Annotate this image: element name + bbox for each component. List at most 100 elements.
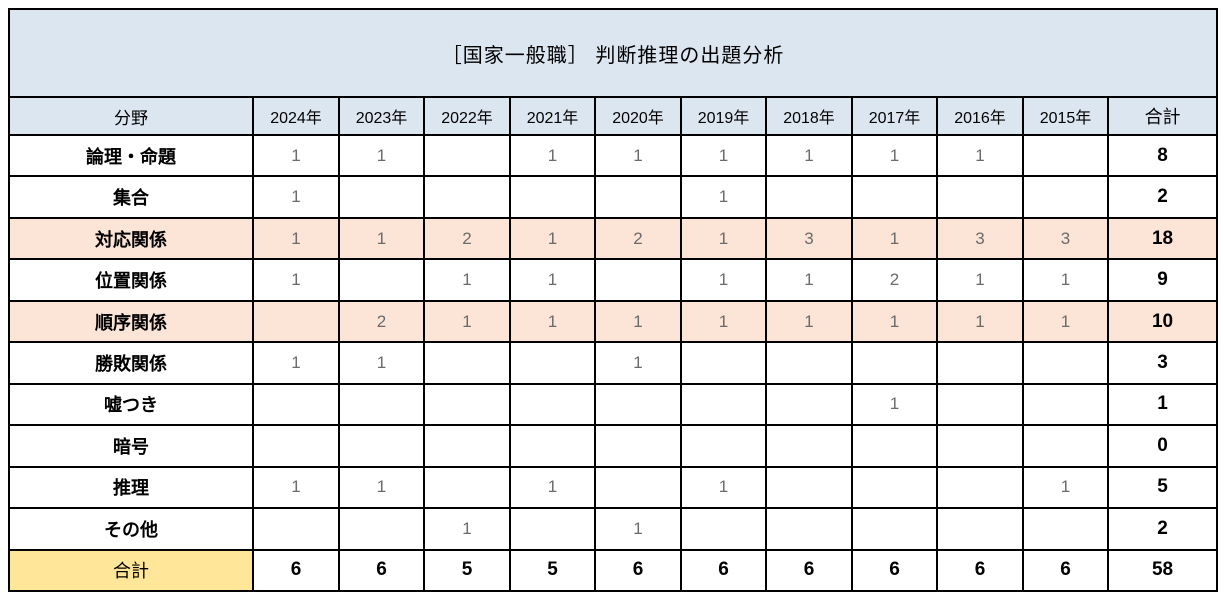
column-header-year: 2020年 — [594, 96, 682, 136]
value-cell: 2 — [594, 216, 682, 261]
value-cell: 1 — [423, 507, 511, 551]
value-cell: 1 — [423, 258, 511, 302]
value-cell — [594, 175, 682, 219]
value-cell: 1 — [252, 133, 340, 178]
value-cell — [851, 465, 938, 510]
title-row: ［国家一般職］ 判断推理の出題分析 — [7, 8, 1219, 98]
value-cell — [594, 424, 682, 468]
value-cell: 1 — [509, 299, 596, 344]
value-cell — [851, 175, 938, 219]
column-header-year: 2022年 — [423, 96, 511, 136]
value-cell: 2 — [338, 299, 425, 344]
table-row: 集合 1 1 2 — [8, 175, 1219, 219]
value-cell: 1 — [252, 341, 340, 385]
value-cell: 1 — [680, 465, 767, 510]
row-label: 勝敗関係 — [8, 341, 254, 385]
value-cell: 1 — [509, 216, 596, 261]
value-cell: 1 — [851, 133, 938, 178]
value-cell — [936, 382, 1024, 427]
value-cell — [680, 424, 767, 468]
row-label: その他 — [8, 507, 254, 551]
value-cell: 1 — [252, 175, 340, 219]
value-cell: 6 — [936, 548, 1024, 593]
row-label: 集合 — [8, 175, 254, 219]
value-cell — [680, 507, 767, 551]
value-cell — [252, 382, 340, 427]
row-total-cell: 5 — [1106, 465, 1219, 510]
row-label: 暗号 — [8, 424, 254, 468]
value-cell — [765, 465, 853, 510]
value-cell — [851, 507, 938, 551]
value-cell — [1022, 382, 1109, 427]
table-row: 位置関係 1 1 1 1 1 2 1 1 9 — [8, 258, 1219, 302]
value-cell: 3 — [765, 216, 853, 261]
column-header-year: 2024年 — [252, 96, 340, 136]
value-cell: 1 — [423, 299, 511, 344]
value-cell: 5 — [423, 548, 511, 593]
column-header-year: 2016年 — [936, 96, 1024, 136]
value-cell: 1 — [252, 258, 340, 302]
value-cell — [509, 175, 596, 219]
value-cell — [252, 299, 340, 344]
row-label: 論理・命題 — [8, 133, 254, 178]
value-cell — [252, 424, 340, 468]
value-cell — [936, 507, 1024, 551]
row-label: 対応関係 — [8, 216, 254, 261]
value-cell — [765, 382, 853, 427]
value-cell: 1 — [509, 258, 596, 302]
value-cell — [765, 507, 853, 551]
value-cell: 5 — [509, 548, 596, 593]
value-cell — [936, 465, 1024, 510]
row-label: 位置関係 — [8, 258, 254, 302]
value-cell: 1 — [1022, 299, 1109, 344]
column-header-year: 2019年 — [680, 96, 767, 136]
value-cell — [252, 507, 340, 551]
value-cell: 1 — [338, 465, 425, 510]
row-total-cell: 1 — [1106, 382, 1219, 427]
table-title: ［国家一般職］ 判断推理の出題分析 — [7, 8, 1219, 98]
column-header-year: 2021年 — [509, 96, 596, 136]
value-cell: 1 — [680, 133, 767, 178]
value-cell: 2 — [423, 216, 511, 261]
value-cell: 1 — [594, 507, 682, 551]
row-total-cell: 8 — [1106, 133, 1219, 178]
value-cell — [936, 341, 1024, 385]
value-cell: 6 — [338, 548, 425, 593]
value-cell — [1022, 133, 1109, 178]
value-cell: 1 — [338, 216, 425, 261]
value-cell: 1 — [338, 133, 425, 178]
row-total-cell: 10 — [1106, 299, 1219, 344]
value-cell: 1 — [765, 299, 853, 344]
value-cell — [423, 175, 511, 219]
value-cell — [1022, 424, 1109, 468]
table-row: 順序関係 2 1 1 1 1 1 1 1 1 10 — [8, 299, 1219, 344]
value-cell: 1 — [252, 465, 340, 510]
table-row: 勝敗関係 1 1 1 3 — [8, 341, 1219, 385]
row-total-cell: 0 — [1106, 424, 1219, 468]
total-row-label: 合計 — [8, 548, 254, 593]
value-cell — [936, 175, 1024, 219]
analysis-table-container: ［国家一般職］ 判断推理の出題分析 分野 2024年 2023年 2022年 2021年… — [7, 8, 1219, 593]
value-cell — [509, 424, 596, 468]
value-cell: 1 — [936, 258, 1024, 302]
value-cell — [509, 341, 596, 385]
value-cell: 1 — [338, 341, 425, 385]
value-cell — [423, 133, 511, 178]
value-cell: 1 — [851, 299, 938, 344]
value-cell: 1 — [509, 465, 596, 510]
value-cell — [680, 341, 767, 385]
value-cell: 1 — [1022, 258, 1109, 302]
value-cell — [1022, 175, 1109, 219]
value-cell — [594, 465, 682, 510]
row-label: 順序関係 — [8, 299, 254, 344]
value-cell: 1 — [594, 133, 682, 178]
value-cell — [851, 341, 938, 385]
value-cell: 6 — [594, 548, 682, 593]
value-cell — [594, 382, 682, 427]
total-row: 合計 6 6 5 5 6 6 6 6 6 6 58 — [8, 548, 1219, 593]
value-cell — [594, 258, 682, 302]
column-header-year: 2023年 — [338, 96, 425, 136]
value-cell: 1 — [851, 382, 938, 427]
column-header-year: 2015年 — [1022, 96, 1109, 136]
row-label: 嘘つき — [8, 382, 254, 427]
